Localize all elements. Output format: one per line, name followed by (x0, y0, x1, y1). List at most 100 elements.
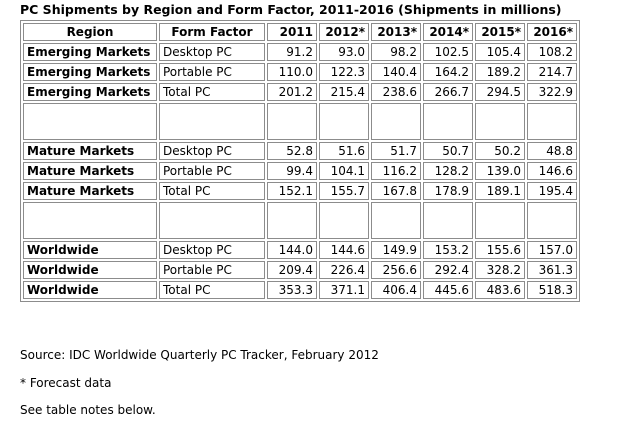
region-cell: Mature Markets (23, 162, 157, 180)
region-cell: Worldwide (23, 261, 157, 279)
table-row: Emerging Markets Total PC 201.2 215.4 23… (23, 83, 577, 101)
value-cell: 51.6 (319, 142, 369, 160)
value-cell: 108.2 (527, 43, 577, 61)
empty-cell (423, 103, 473, 140)
value-cell: 157.0 (527, 241, 577, 259)
value-cell: 518.3 (527, 281, 577, 299)
empty-cell (159, 103, 265, 140)
empty-cell (267, 103, 317, 140)
spacer-row (23, 202, 577, 239)
column-header-2014: 2014* (423, 23, 473, 41)
column-header-2013: 2013* (371, 23, 421, 41)
column-header-2012: 2012* (319, 23, 369, 41)
value-cell: 189.1 (475, 182, 525, 200)
column-header-2011: 2011 (267, 23, 317, 41)
form-factor-cell: Portable PC (159, 162, 265, 180)
empty-cell (423, 202, 473, 239)
empty-cell (527, 202, 577, 239)
value-cell: 50.7 (423, 142, 473, 160)
region-cell: Emerging Markets (23, 83, 157, 101)
form-factor-cell: Desktop PC (159, 241, 265, 259)
value-cell: 209.4 (267, 261, 317, 279)
form-factor-cell: Total PC (159, 83, 265, 101)
table-row: Worldwide Portable PC 209.4 226.4 256.6 … (23, 261, 577, 279)
value-cell: 98.2 (371, 43, 421, 61)
value-cell: 195.4 (527, 182, 577, 200)
table-notes-link-text: See table notes below. (20, 403, 156, 417)
value-cell: 50.2 (475, 142, 525, 160)
value-cell: 361.3 (527, 261, 577, 279)
form-factor-cell: Desktop PC (159, 142, 265, 160)
table-row: Emerging Markets Desktop PC 91.2 93.0 98… (23, 43, 577, 61)
region-cell: Worldwide (23, 281, 157, 299)
table-row: Worldwide Total PC 353.3 371.1 406.4 445… (23, 281, 577, 299)
value-cell: 155.7 (319, 182, 369, 200)
form-factor-cell: Desktop PC (159, 43, 265, 61)
value-cell: 128.2 (423, 162, 473, 180)
table-header-row: Region Form Factor 2011 2012* 2013* 2014… (23, 23, 577, 41)
value-cell: 91.2 (267, 43, 317, 61)
value-cell: 201.2 (267, 83, 317, 101)
empty-cell (319, 202, 369, 239)
value-cell: 48.8 (527, 142, 577, 160)
value-cell: 226.4 (319, 261, 369, 279)
value-cell: 483.6 (475, 281, 525, 299)
region-cell: Mature Markets (23, 182, 157, 200)
value-cell: 110.0 (267, 63, 317, 81)
table-row: Emerging Markets Portable PC 110.0 122.3… (23, 63, 577, 81)
value-cell: 215.4 (319, 83, 369, 101)
value-cell: 51.7 (371, 142, 421, 160)
form-factor-cell: Total PC (159, 281, 265, 299)
empty-cell (267, 202, 317, 239)
table-row: Mature Markets Total PC 152.1 155.7 167.… (23, 182, 577, 200)
column-header-region: Region (23, 23, 157, 41)
value-cell: 149.9 (371, 241, 421, 259)
table-row: Mature Markets Portable PC 99.4 104.1 11… (23, 162, 577, 180)
spacer-row (23, 103, 577, 140)
empty-cell (371, 202, 421, 239)
value-cell: 328.2 (475, 261, 525, 279)
table-row: Worldwide Desktop PC 144.0 144.6 149.9 1… (23, 241, 577, 259)
value-cell: 214.7 (527, 63, 577, 81)
value-cell: 155.6 (475, 241, 525, 259)
value-cell: 406.4 (371, 281, 421, 299)
empty-cell (23, 103, 157, 140)
value-cell: 116.2 (371, 162, 421, 180)
shipments-table: Region Form Factor 2011 2012* 2013* 2014… (20, 20, 580, 302)
empty-cell (159, 202, 265, 239)
empty-cell (475, 202, 525, 239)
source-note: Source: IDC Worldwide Quarterly PC Track… (20, 348, 379, 362)
table-row: Mature Markets Desktop PC 52.8 51.6 51.7… (23, 142, 577, 160)
value-cell: 122.3 (319, 63, 369, 81)
empty-cell (371, 103, 421, 140)
value-cell: 371.1 (319, 281, 369, 299)
value-cell: 322.9 (527, 83, 577, 101)
empty-cell (23, 202, 157, 239)
value-cell: 144.6 (319, 241, 369, 259)
empty-cell (475, 103, 525, 140)
region-cell: Worldwide (23, 241, 157, 259)
page-title: PC Shipments by Region and Form Factor, … (20, 2, 562, 17)
region-cell: Emerging Markets (23, 43, 157, 61)
region-cell: Mature Markets (23, 142, 157, 160)
value-cell: 238.6 (371, 83, 421, 101)
value-cell: 353.3 (267, 281, 317, 299)
value-cell: 164.2 (423, 63, 473, 81)
value-cell: 105.4 (475, 43, 525, 61)
region-cell: Emerging Markets (23, 63, 157, 81)
forecast-note: * Forecast data (20, 376, 112, 390)
value-cell: 167.8 (371, 182, 421, 200)
value-cell: 294.5 (475, 83, 525, 101)
value-cell: 178.9 (423, 182, 473, 200)
value-cell: 266.7 (423, 83, 473, 101)
value-cell: 140.4 (371, 63, 421, 81)
column-header-2016: 2016* (527, 23, 577, 41)
empty-cell (527, 103, 577, 140)
column-header-form-factor: Form Factor (159, 23, 265, 41)
value-cell: 104.1 (319, 162, 369, 180)
column-header-2015: 2015* (475, 23, 525, 41)
empty-cell (319, 103, 369, 140)
value-cell: 146.6 (527, 162, 577, 180)
value-cell: 189.2 (475, 63, 525, 81)
value-cell: 93.0 (319, 43, 369, 61)
